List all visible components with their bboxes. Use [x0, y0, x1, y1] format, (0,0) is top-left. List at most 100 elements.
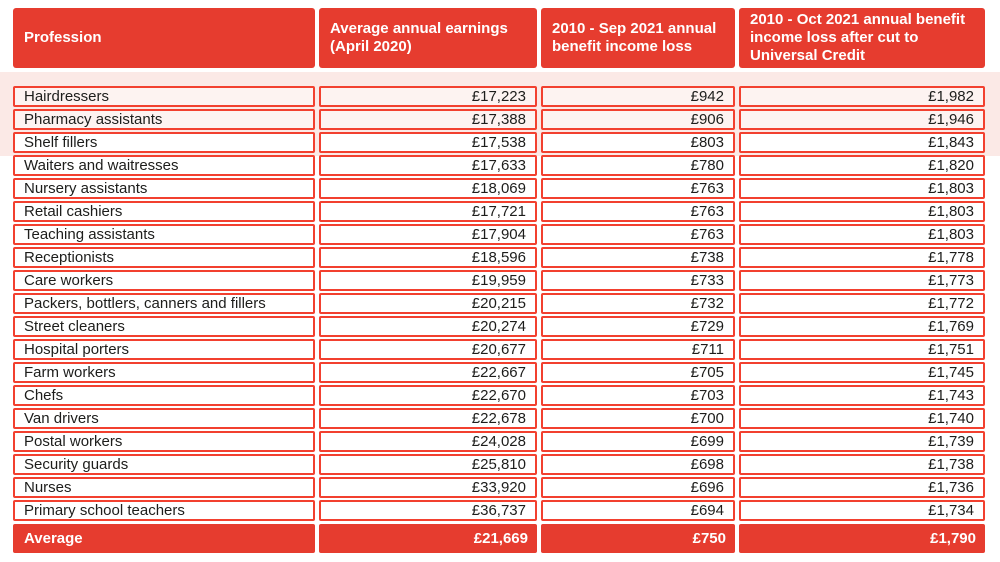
oct-loss-cell: £1,773: [739, 270, 985, 291]
table-row: Packers, bottlers, canners and fillers £2…: [13, 293, 985, 314]
profession-cell: Van drivers: [13, 408, 315, 429]
earnings-cell: £20,677: [319, 339, 537, 360]
table-row: Security guards £25,810 £698 £1,738: [13, 454, 985, 475]
profession-cell: Hairdressers: [13, 86, 315, 107]
footer-average-label: Average: [13, 524, 315, 553]
oct-loss-cell: £1,803: [739, 201, 985, 222]
sep-loss-cell: £803: [541, 132, 735, 153]
profession-cell: Care workers: [13, 270, 315, 291]
table-row: Care workers £19,959 £733 £1,773: [13, 270, 985, 291]
earnings-cell: £22,678: [319, 408, 537, 429]
earnings-cell: £33,920: [319, 477, 537, 498]
header-oct-2021-loss-label: 2010 - Oct 2021 annual benefit income lo…: [750, 11, 966, 64]
table-row: Waiters and waitresses £17,633 £780 £1,820: [13, 155, 985, 176]
sep-loss-cell: £733: [541, 270, 735, 291]
header-average-earnings: Average annual earnings (April 2020): [319, 8, 537, 68]
table-row: Hairdressers £17,223 £942 £1,982: [13, 86, 985, 107]
oct-loss-cell: £1,820: [739, 155, 985, 176]
earnings-cell: £22,670: [319, 385, 537, 406]
profession-cell: Nurses: [13, 477, 315, 498]
oct-loss-cell: £1,734: [739, 500, 985, 521]
sep-loss-cell: £763: [541, 224, 735, 245]
profession-cell: Farm workers: [13, 362, 315, 383]
oct-loss-cell: £1,745: [739, 362, 985, 383]
sep-loss-cell: £763: [541, 178, 735, 199]
oct-loss-cell: £1,740: [739, 408, 985, 429]
oct-loss-cell: £1,769: [739, 316, 985, 337]
sep-loss-cell: £700: [541, 408, 735, 429]
sep-loss-cell: £729: [541, 316, 735, 337]
sep-loss-cell: £780: [541, 155, 735, 176]
oct-loss-cell: £1,739: [739, 431, 985, 452]
profession-cell: Street cleaners: [13, 316, 315, 337]
earnings-cell: £36,737: [319, 500, 537, 521]
sep-loss-cell: £703: [541, 385, 735, 406]
earnings-cell: £19,959: [319, 270, 537, 291]
oct-loss-cell: £1,738: [739, 454, 985, 475]
sep-loss-cell: £738: [541, 247, 735, 268]
header-sep-2021-loss-label: 2010 - Sep 2021 annual benefit income lo…: [552, 20, 717, 55]
header-average-earnings-label: Average annual earnings (April 2020): [330, 20, 508, 55]
sep-loss-cell: £942: [541, 86, 735, 107]
header-oct-2021-loss: 2010 - Oct 2021 annual benefit income lo…: [739, 8, 985, 68]
oct-loss-cell: £1,736: [739, 477, 985, 498]
header-profession-label: Profession: [24, 29, 102, 46]
earnings-cell: £24,028: [319, 431, 537, 452]
table-body: Hairdressers £17,223 £942 £1,982 Pharmacy as…: [13, 86, 985, 521]
oct-loss-cell: £1,803: [739, 178, 985, 199]
oct-loss-cell: £1,843: [739, 132, 985, 153]
profession-cell: Postal workers: [13, 431, 315, 452]
oct-loss-cell: £1,803: [739, 224, 985, 245]
table-row: Farm workers £22,667 £705 £1,745: [13, 362, 985, 383]
profession-cell: Nursery assistants: [13, 178, 315, 199]
table-row: Chefs £22,670 £703 £1,743: [13, 385, 985, 406]
profession-cell: Retail cashiers: [13, 201, 315, 222]
table-footer-row: Average £21,669 £750 £1,790: [13, 524, 985, 553]
table-row: Shelf fillers £17,538 £803 £1,843: [13, 132, 985, 153]
profession-cell: Receptionists: [13, 247, 315, 268]
oct-loss-cell: £1,982: [739, 86, 985, 107]
table-row: Teaching assistants £17,904 £763 £1,803: [13, 224, 985, 245]
earnings-cell: £22,667: [319, 362, 537, 383]
table-row: Receptionists £18,596 £738 £1,778: [13, 247, 985, 268]
oct-loss-cell: £1,772: [739, 293, 985, 314]
earnings-cell: £18,596: [319, 247, 537, 268]
earnings-cell: £17,721: [319, 201, 537, 222]
profession-cell: Packers, bottlers, canners and fillers: [13, 293, 315, 314]
profession-cell: Hospital porters: [13, 339, 315, 360]
sep-loss-cell: £906: [541, 109, 735, 130]
header-profession: Profession: [13, 8, 315, 68]
earnings-cell: £17,538: [319, 132, 537, 153]
sep-loss-cell: £732: [541, 293, 735, 314]
oct-loss-cell: £1,778: [739, 247, 985, 268]
sep-loss-cell: £699: [541, 431, 735, 452]
oct-loss-cell: £1,946: [739, 109, 985, 130]
profession-cell: Chefs: [13, 385, 315, 406]
sep-loss-cell: £696: [541, 477, 735, 498]
earnings-cell: £17,633: [319, 155, 537, 176]
table-row: Pharmacy assistants £17,388 £906 £1,946: [13, 109, 985, 130]
earnings-cell: £20,274: [319, 316, 537, 337]
table-row: Nurses £33,920 £696 £1,736: [13, 477, 985, 498]
footer-average-earnings: £21,669: [319, 524, 537, 553]
profession-cell: Security guards: [13, 454, 315, 475]
earnings-cell: £25,810: [319, 454, 537, 475]
table-row: Primary school teachers £36,737 £694 £1,734: [13, 500, 985, 521]
table-row: Hospital porters £20,677 £711 £1,751: [13, 339, 985, 360]
oct-loss-cell: £1,751: [739, 339, 985, 360]
earnings-cell: £17,388: [319, 109, 537, 130]
header-sep-2021-loss: 2010 - Sep 2021 annual benefit income lo…: [541, 8, 735, 68]
footer-average-sep-loss: £750: [541, 524, 735, 553]
earnings-cell: £18,069: [319, 178, 537, 199]
sep-loss-cell: £705: [541, 362, 735, 383]
profession-cell: Pharmacy assistants: [13, 109, 315, 130]
profession-cell: Shelf fillers: [13, 132, 315, 153]
earnings-cell: £17,223: [319, 86, 537, 107]
profession-cell: Waiters and waitresses: [13, 155, 315, 176]
profession-cell: Teaching assistants: [13, 224, 315, 245]
footer-average-oct-loss: £1,790: [739, 524, 985, 553]
earnings-cell: £17,904: [319, 224, 537, 245]
sep-loss-cell: £698: [541, 454, 735, 475]
profession-cell: Primary school teachers: [13, 500, 315, 521]
